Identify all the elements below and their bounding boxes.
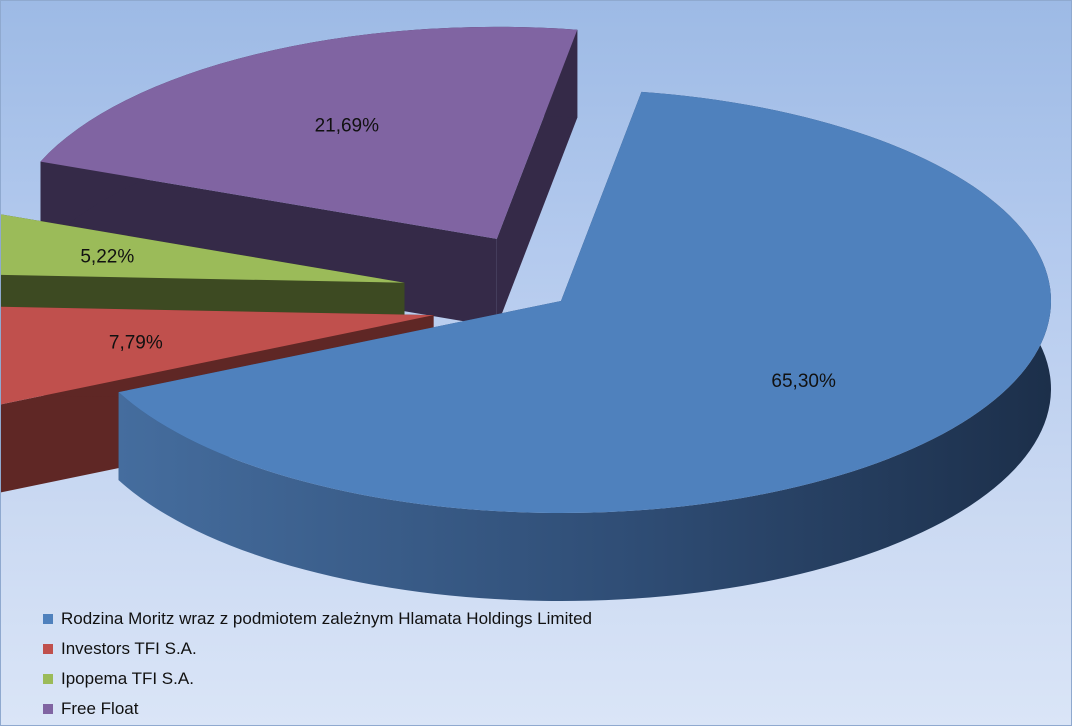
legend-swatch-green	[43, 674, 53, 684]
legend-label: Free Float	[61, 699, 139, 718]
legend-item-free-float: Free Float	[43, 694, 592, 724]
legend-item-rodzina-moritz: Rodzina Moritz wraz z podmiotem zależnym…	[43, 604, 592, 634]
slice-ipopema-tfi-label: 5,22%	[80, 246, 134, 267]
legend-label: Investors TFI S.A.	[61, 639, 197, 658]
slice-free-float-label: 21,69%	[315, 116, 380, 137]
legend-swatch-blue	[43, 614, 53, 624]
legend-swatch-red	[43, 644, 53, 654]
slice-investors-tfi	[1, 306, 434, 405]
legend-label: Rodzina Moritz wraz z podmiotem zależnym…	[61, 609, 592, 628]
slice-investors-tfi-label: 7,79%	[109, 332, 163, 353]
slice-rodzina-moritz-label: 65,30%	[771, 371, 836, 392]
slice-rodzina-moritz	[118, 91, 1051, 514]
legend-label: Ipopema TFI S.A.	[61, 669, 194, 688]
legend-item-investors-tfi: Investors TFI S.A.	[43, 634, 592, 664]
slice-free-float	[40, 26, 578, 239]
legend: Rodzina Moritz wraz z podmiotem zależnym…	[43, 604, 592, 724]
legend-swatch-purple	[43, 704, 53, 714]
legend-item-ipopema-tfi: Ipopema TFI S.A.	[43, 664, 592, 694]
slice-ipopema-tfi	[1, 214, 405, 283]
